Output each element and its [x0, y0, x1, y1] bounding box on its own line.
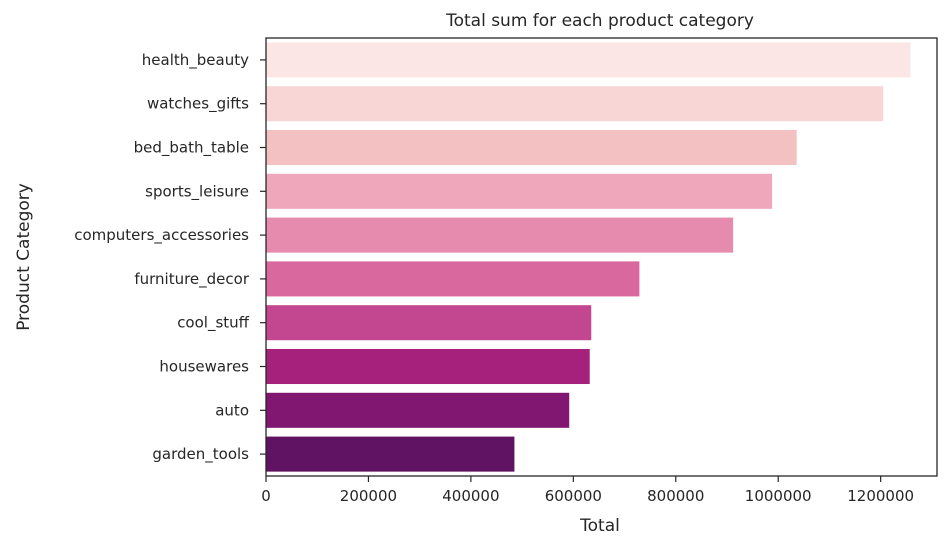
y-tick-label: bed_bath_table: [134, 139, 249, 158]
y-tick-label: computers_accessories: [74, 226, 249, 245]
x-axis-title: Total: [579, 516, 620, 536]
x-tick-label: 400000: [442, 487, 499, 505]
bar-computers-accessories: [266, 217, 734, 253]
plot-frame: [265, 37, 938, 477]
x-tick-label: 0: [261, 487, 271, 505]
x-tick-label: 1000000: [745, 487, 812, 505]
x-tick-label: 600000: [545, 487, 602, 505]
bar-watches-gifts: [266, 86, 884, 122]
bar-sports-leisure: [266, 173, 773, 209]
y-tick-label: garden_tools: [152, 445, 249, 464]
y-tick-label: sports_leisure: [145, 182, 249, 201]
bar-bed-bath-table: [266, 129, 797, 166]
y-tick-label: auto: [215, 401, 249, 419]
x-axis-ticks: 0 200000 400000 600000 800000 1000000 1200000: [261, 476, 914, 505]
bar-auto: [266, 392, 570, 428]
x-tick-label: 200000: [340, 487, 397, 505]
y-tick-label: housewares: [159, 358, 249, 376]
y-tick-label: furniture_decor: [134, 270, 249, 289]
bar-housewares: [266, 348, 590, 385]
bars: [266, 42, 911, 472]
chart-title: Total sum for each product category: [445, 11, 754, 31]
y-tick-label: cool_stuff: [177, 314, 249, 333]
x-tick-label: 1200000: [847, 487, 914, 505]
bar-furniture-decor: [266, 261, 640, 297]
bar-cool-stuff: [266, 305, 592, 341]
y-axis-ticks: health_beauty watches_gifts bed_bath_table…: [74, 51, 266, 464]
x-tick-label: 800000: [647, 487, 704, 505]
y-tick-label: watches_gifts: [147, 95, 249, 114]
y-tick-label: health_beauty: [142, 51, 249, 70]
bar-health-beauty: [266, 42, 911, 78]
bar-garden-tools: [266, 436, 515, 472]
y-axis-title: Product Category: [14, 183, 34, 331]
